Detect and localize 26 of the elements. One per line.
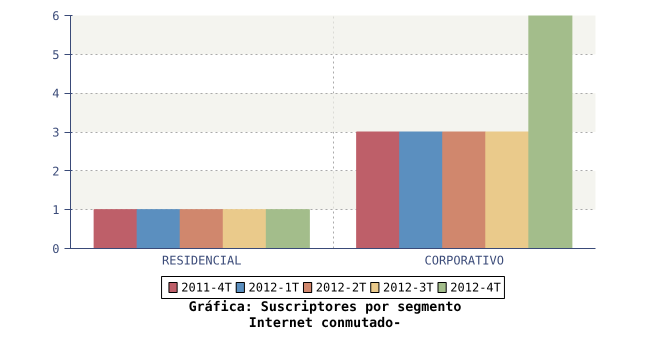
bar [180,209,224,248]
bar [266,209,310,248]
text: Gráfica: Suscriptores por segmento [188,300,462,315]
legend-label: 2012-4T [450,280,501,294]
y-tick-label: 3 [52,126,60,140]
bar [356,132,400,248]
bar [222,209,267,248]
y-tick-label: 5 [52,48,60,62]
y-tick-label: 6 [52,9,60,23]
bar [528,16,572,248]
legend-label: 2012-1T [248,280,300,294]
bar [399,132,444,248]
bar [136,209,181,248]
bar [442,132,486,248]
legend-label: 2011-4T [181,280,232,294]
y-tick-label: 0 [52,242,60,256]
legend-label: 2012-2T [316,280,366,294]
legend-label: 2012-3T [383,280,434,294]
y-tick-label: 1 [52,203,60,218]
bar [485,132,530,248]
x-tick-label: CORPORATIVO [424,254,504,268]
text: Internet conmutado- [248,316,402,331]
x-tick-label: RESIDENCIAL [162,254,242,268]
y-tick-label: 4 [52,86,60,101]
bar [94,209,138,248]
y-tick-label: 2 [52,164,60,178]
